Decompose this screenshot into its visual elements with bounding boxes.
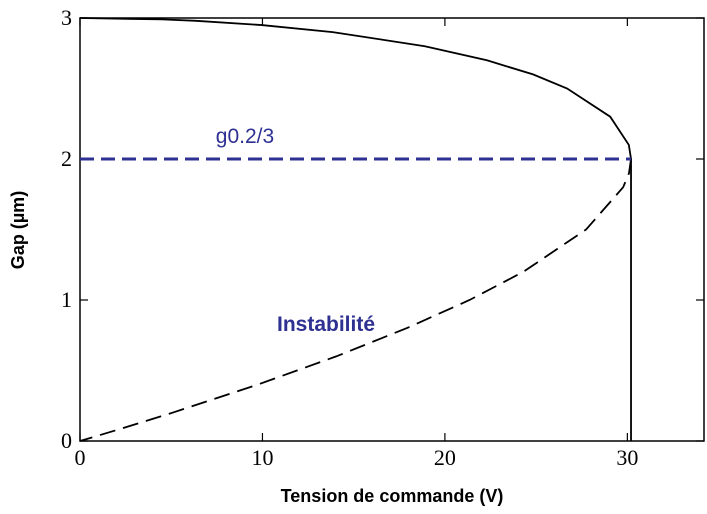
y-axis-label: Gap (µm): [8, 191, 28, 269]
y-tick-label: 1: [61, 287, 72, 312]
y-tick-label: 2: [61, 146, 72, 171]
annotation: g0.2/3: [216, 125, 274, 148]
x-tick-label: 10: [251, 445, 273, 470]
plot-frame: [79, 17, 705, 442]
y-tick-label: 3: [61, 5, 72, 30]
x-axis-label: Tension de commande (V): [281, 486, 504, 506]
y-tick-label: 0: [61, 428, 72, 453]
annotation: Instabilité: [277, 313, 375, 336]
line-series: [79, 158, 632, 442]
x-tick-label: 0: [75, 445, 86, 470]
x-tick-label: 20: [434, 445, 456, 470]
x-tick-label: 30: [616, 445, 638, 470]
line-series: [79, 17, 632, 441]
